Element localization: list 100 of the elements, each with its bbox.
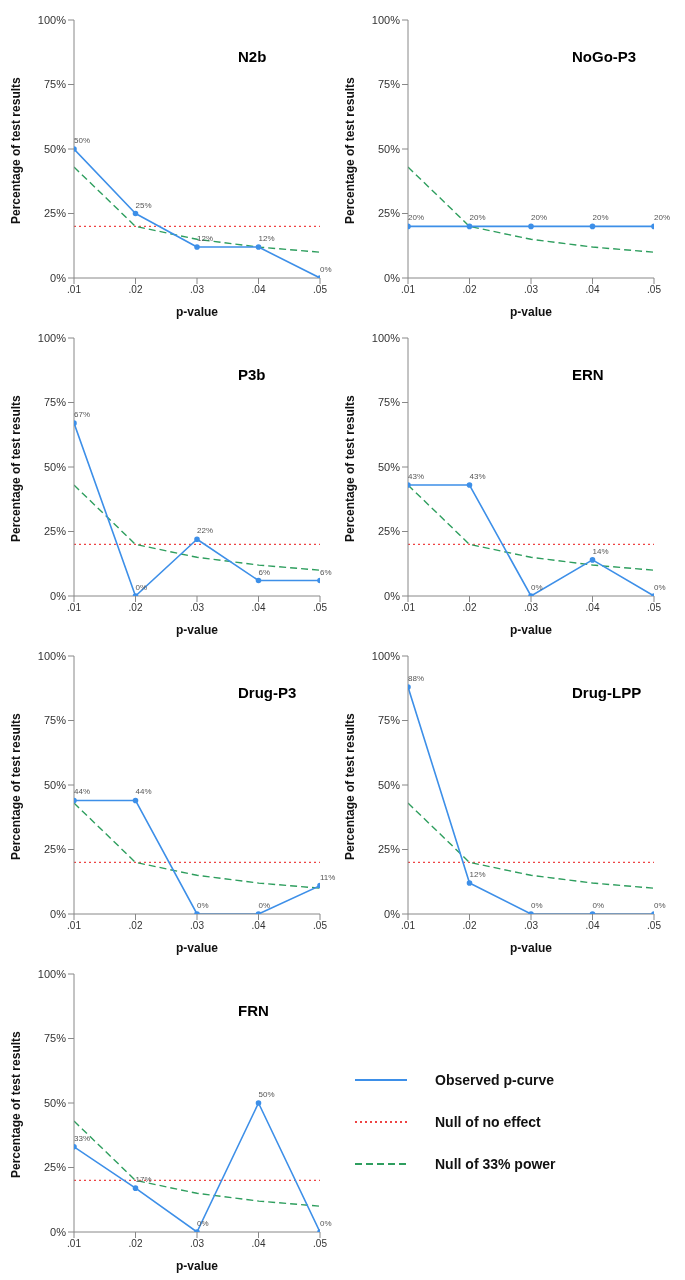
x-axis-title: p-value [509,941,553,955]
x-tick-label: .01 [401,284,416,296]
data-label: 14% [592,546,609,556]
data-label: 0% [197,901,209,910]
y-tick-label: 50% [377,460,401,473]
y-tick-label: 0% [384,589,401,602]
y-tick-label: 0% [384,271,401,284]
data-label: 12% [197,234,214,244]
y-tick-label: 25% [43,843,67,856]
x-tick-label: .02 [128,1238,143,1250]
data-label: 44% [135,787,152,797]
x-tick-label: .01 [67,284,82,296]
data-label: 0% [258,901,271,910]
x-tick-label: .04 [251,920,266,932]
x-tick-label: .05 [313,602,328,614]
data-label: 6% [320,567,332,577]
x-tick-label: .01 [67,920,82,932]
data-label: 88% [408,673,425,683]
x-tick-label: .02 [462,602,477,614]
y-axis-title: Percentage of test results [9,1030,24,1178]
y-axis-title: Percentage of test results [343,76,358,224]
data-label: 0% [592,901,605,910]
data-label: 0% [320,265,332,274]
y-tick-label: 25% [377,525,401,538]
text: NoGo-P3 [572,48,637,65]
text: Drug-LPP [572,684,642,701]
y-tick-label: 75% [43,78,67,91]
y-tick-label: 75% [43,714,67,727]
x-tick-label: .03 [524,602,539,614]
y-tick-label: 25% [43,207,67,220]
data-label: 0% [531,901,543,910]
y-axis-title: Percentage of test results [9,76,24,224]
x-axis-title: p-value [509,305,553,319]
data-label: 25% [135,200,152,210]
x-tick-label: .05 [313,1238,328,1250]
data-label: 0% [654,901,666,910]
text: P3b [238,366,266,383]
data-label: 6% [258,567,271,577]
x-tick-label: .02 [128,284,143,296]
y-axis-title: Percentage of test results [343,394,358,542]
y-tick-label: 75% [43,396,67,409]
data-label: 11% [320,872,336,882]
x-tick-label: .03 [524,920,539,932]
x-axis-title: p-value [175,305,219,319]
data-label: 67% [74,410,91,420]
data-label: 33% [74,1133,91,1143]
legend-label: Observed p-curve [435,1072,555,1088]
legend-label: Null of 33% power [435,1156,556,1172]
y-tick-label: 75% [43,1032,67,1045]
text: Drug-P3 [238,684,297,701]
x-tick-label: .05 [313,284,328,296]
data-label: 20% [469,213,486,223]
y-tick-label: 75% [377,78,401,91]
y-tick-label: 100% [371,13,401,26]
x-tick-label: .01 [67,1238,82,1250]
data-label: 50% [258,1090,275,1099]
data-label: 20% [531,213,548,223]
x-tick-label: .03 [190,1238,205,1250]
y-tick-label: 25% [377,207,401,220]
y-tick-label: 75% [377,714,401,727]
x-tick-label: .02 [128,920,143,932]
data-label: 0% [320,1219,332,1228]
y-tick-label: 100% [371,649,401,662]
y-tick-label: 100% [37,331,67,344]
x-tick-label: .01 [401,920,416,932]
x-tick-label: .04 [251,1238,266,1250]
data-label: 0% [531,583,543,592]
data-label: 20% [654,213,671,223]
data-label: 50% [74,136,91,145]
data-label: 43% [408,472,425,482]
text: N2b [238,48,267,65]
x-tick-label: .03 [190,284,205,296]
y-tick-label: 75% [377,396,401,409]
y-tick-label: 0% [50,1225,67,1238]
x-tick-label: .03 [190,920,205,932]
data-label: 20% [592,213,609,223]
x-tick-label: .03 [524,284,539,296]
y-axis-title: Percentage of test results [9,712,24,860]
y-tick-label: 0% [50,271,67,284]
data-label: 0% [654,583,666,592]
x-axis-title: p-value [509,623,553,637]
data-label: 22% [197,526,214,536]
y-tick-label: 100% [37,649,67,662]
x-tick-label: .04 [585,602,600,614]
y-tick-label: 50% [43,778,67,791]
y-tick-label: 50% [43,1096,67,1109]
x-tick-label: .05 [647,920,662,932]
y-tick-label: 100% [371,331,401,344]
y-tick-label: 0% [50,907,67,920]
y-tick-label: 50% [43,142,67,155]
y-tick-label: 25% [43,1161,67,1174]
y-tick-label: 0% [384,907,401,920]
y-tick-label: 0% [50,589,67,602]
text: ERN [572,366,604,383]
y-tick-label: 50% [377,142,401,155]
x-tick-label: .04 [585,284,600,296]
y-tick-label: 25% [377,843,401,856]
legend-label: Null of no effect [435,1114,541,1130]
data-label: 43% [469,472,486,482]
y-tick-label: 100% [37,967,67,980]
